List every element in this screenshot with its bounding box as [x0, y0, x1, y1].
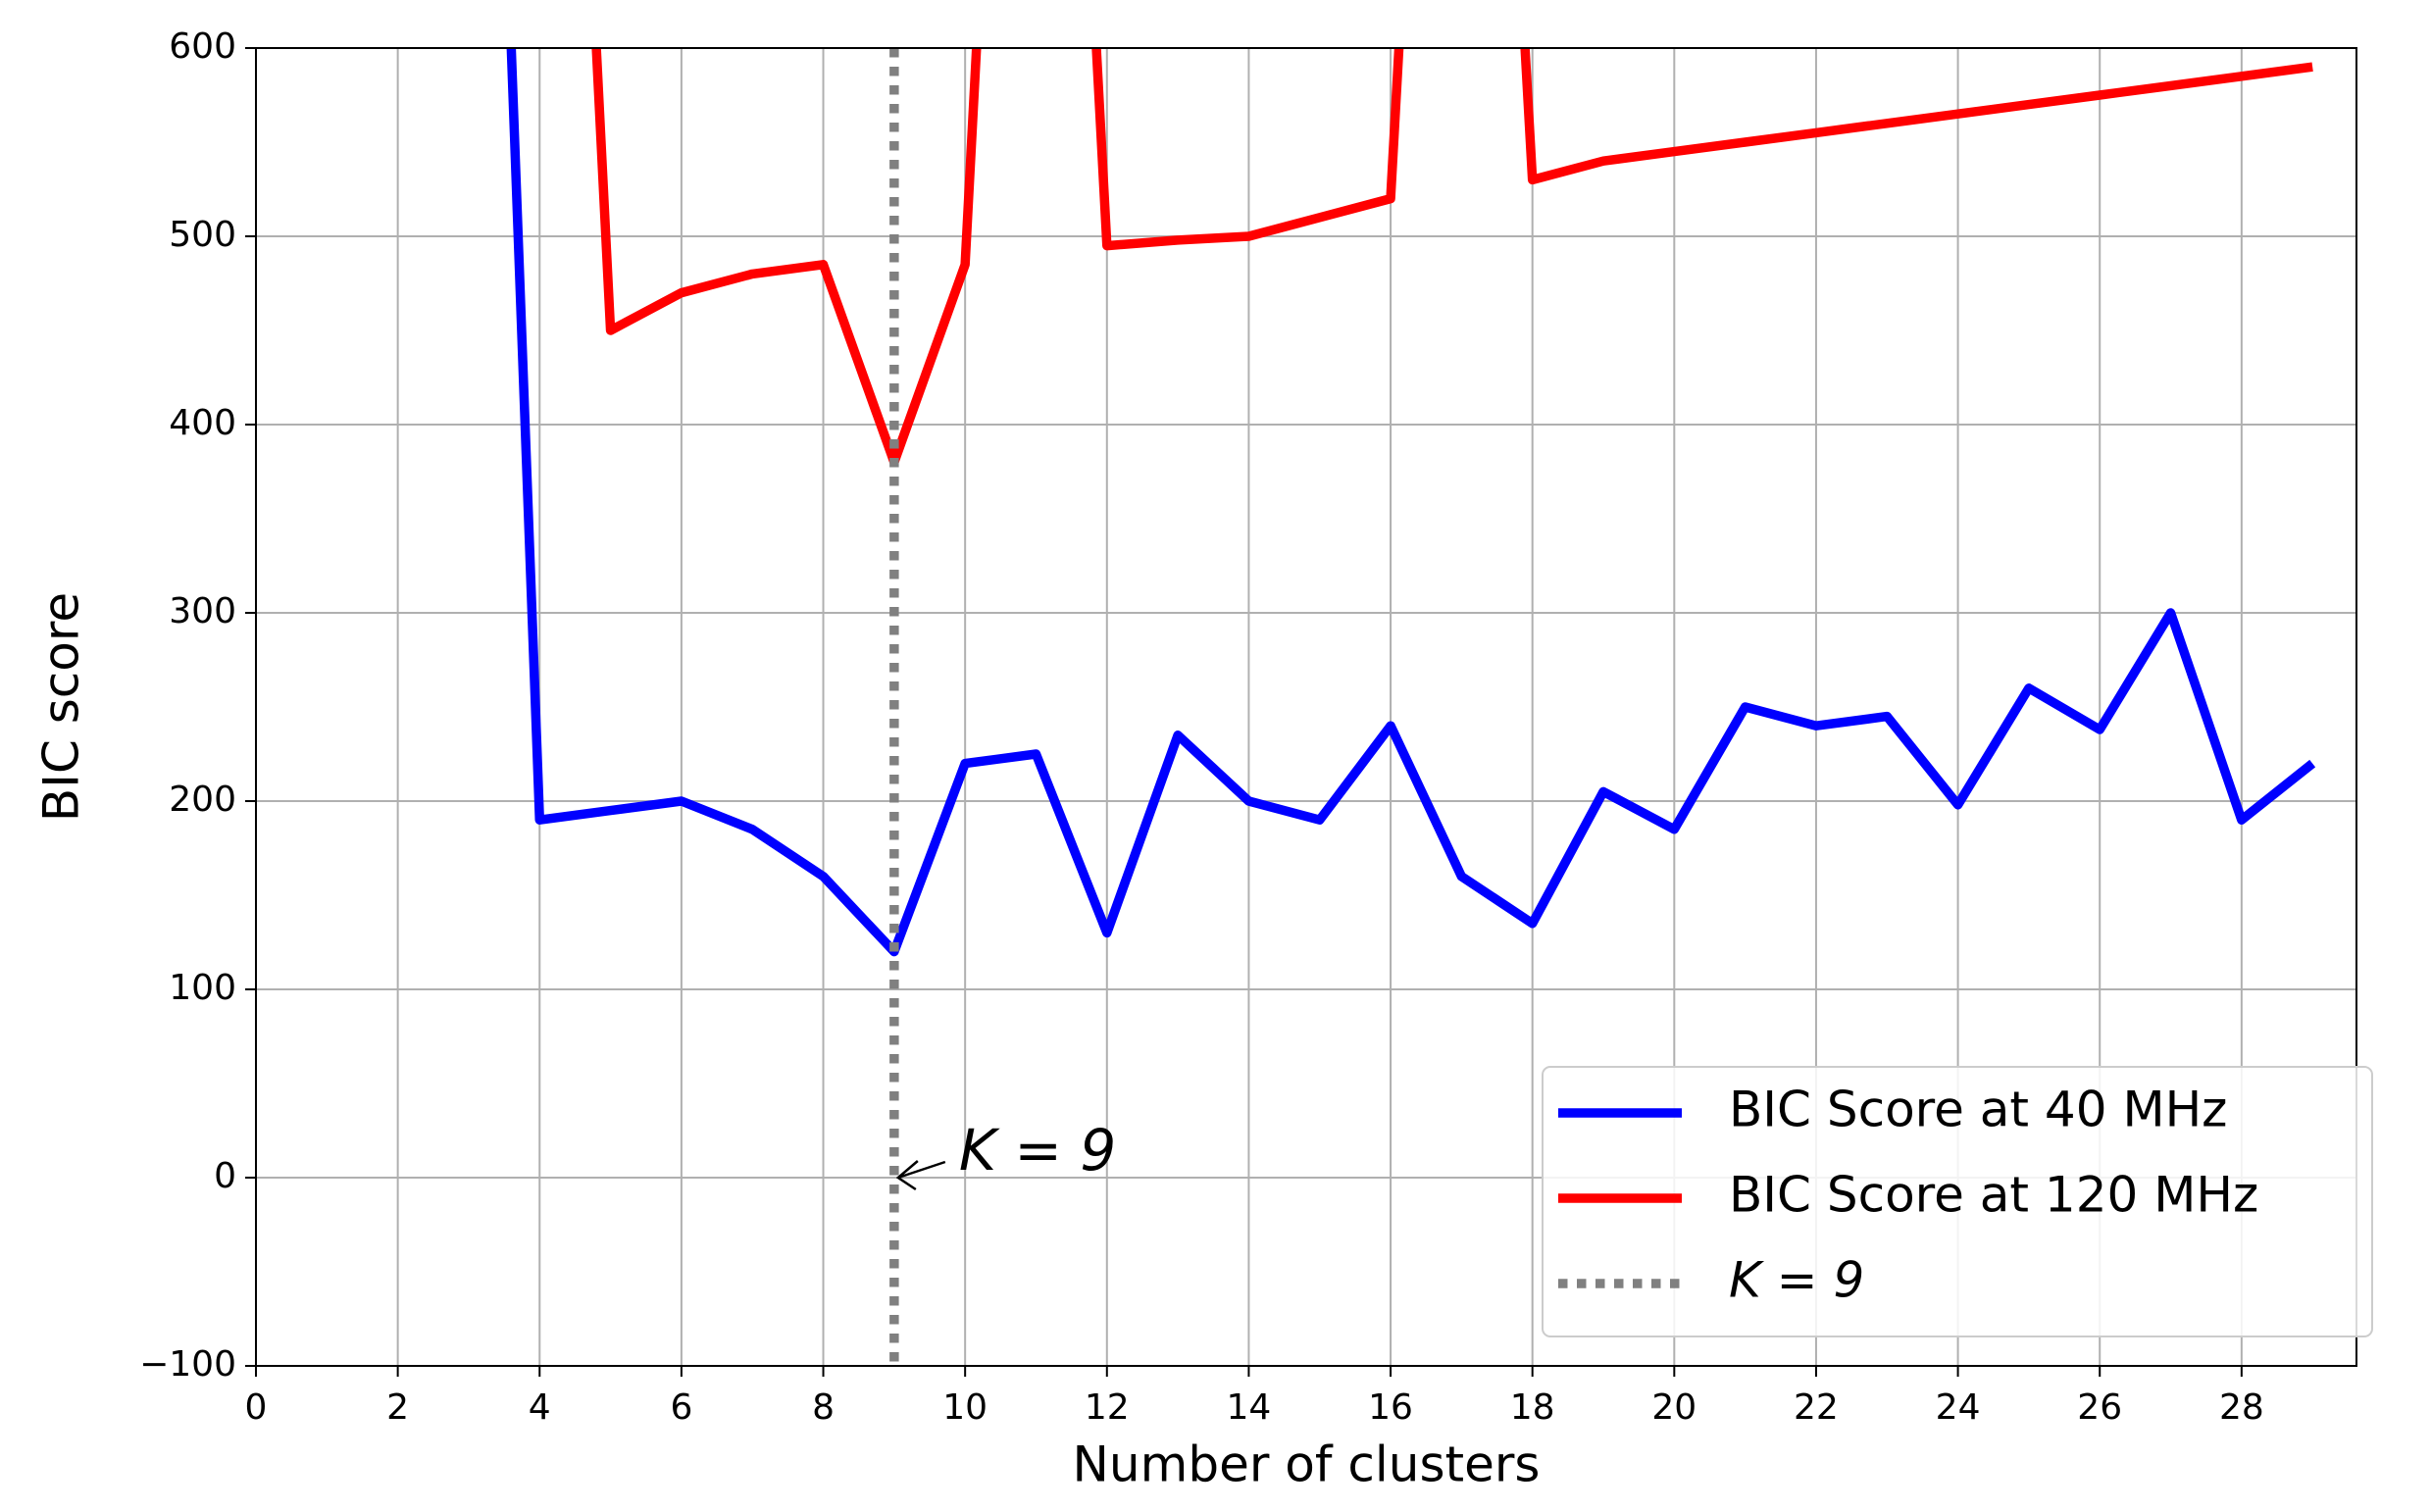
legend-label: K = 9: [1729, 1252, 1864, 1309]
x-tick-label: 16: [1368, 1387, 1413, 1428]
y-tick-label: 300: [169, 591, 236, 631]
x-tick-label: 6: [670, 1387, 692, 1428]
y-tick-label: 200: [169, 780, 236, 820]
x-tick-label: 10: [942, 1387, 988, 1428]
x-tick-label: 28: [2219, 1387, 2264, 1428]
x-tick-label: 20: [1651, 1387, 1697, 1428]
y-tick-label: 500: [169, 215, 236, 255]
y-tick-label: −100: [139, 1344, 236, 1385]
x-tick-label: 22: [1794, 1387, 1839, 1428]
x-tick-label: 8: [812, 1387, 835, 1428]
x-tick-label: 14: [1227, 1387, 1272, 1428]
x-tick-label: 12: [1085, 1387, 1130, 1428]
annotation: K = 9: [959, 1117, 1116, 1184]
x-tick-label: 18: [1510, 1387, 1555, 1428]
x-axis-label: Number of clusters: [1073, 1436, 1541, 1493]
axes-frame: [255, 47, 2357, 1367]
annotation-arrow: [895, 1160, 946, 1191]
data-line: [506, 48, 2316, 957]
y-tick-label: 400: [169, 403, 236, 443]
x-tick-label: 24: [1936, 1387, 1981, 1428]
plot-area: [506, 48, 2316, 1366]
y-tick-label: 600: [169, 26, 236, 67]
legend: BIC Score at 40 MHz BIC Score at 120 MHz K…: [1542, 1066, 2373, 1337]
y-tick-label: 100: [169, 968, 236, 1008]
y-tick-label: 0: [214, 1156, 236, 1196]
x-tick-label: 4: [529, 1387, 551, 1428]
x-tick-label: 2: [386, 1387, 409, 1428]
y-axis-label: BIC score: [33, 592, 90, 822]
ticks: 0 2 4 6 8 10 12 14 16 18 20 22 24 26 28−10001002003004…: [139, 26, 2264, 1428]
legend-label: BIC Score at 40 MHz: [1729, 1082, 2227, 1138]
data-line: [591, 48, 2313, 468]
x-tick-label: 0: [245, 1387, 268, 1428]
legend-label: BIC Score at 120 MHz: [1729, 1167, 2258, 1224]
legend-box: [1542, 1066, 2373, 1337]
x-tick-label: 26: [2077, 1387, 2122, 1428]
